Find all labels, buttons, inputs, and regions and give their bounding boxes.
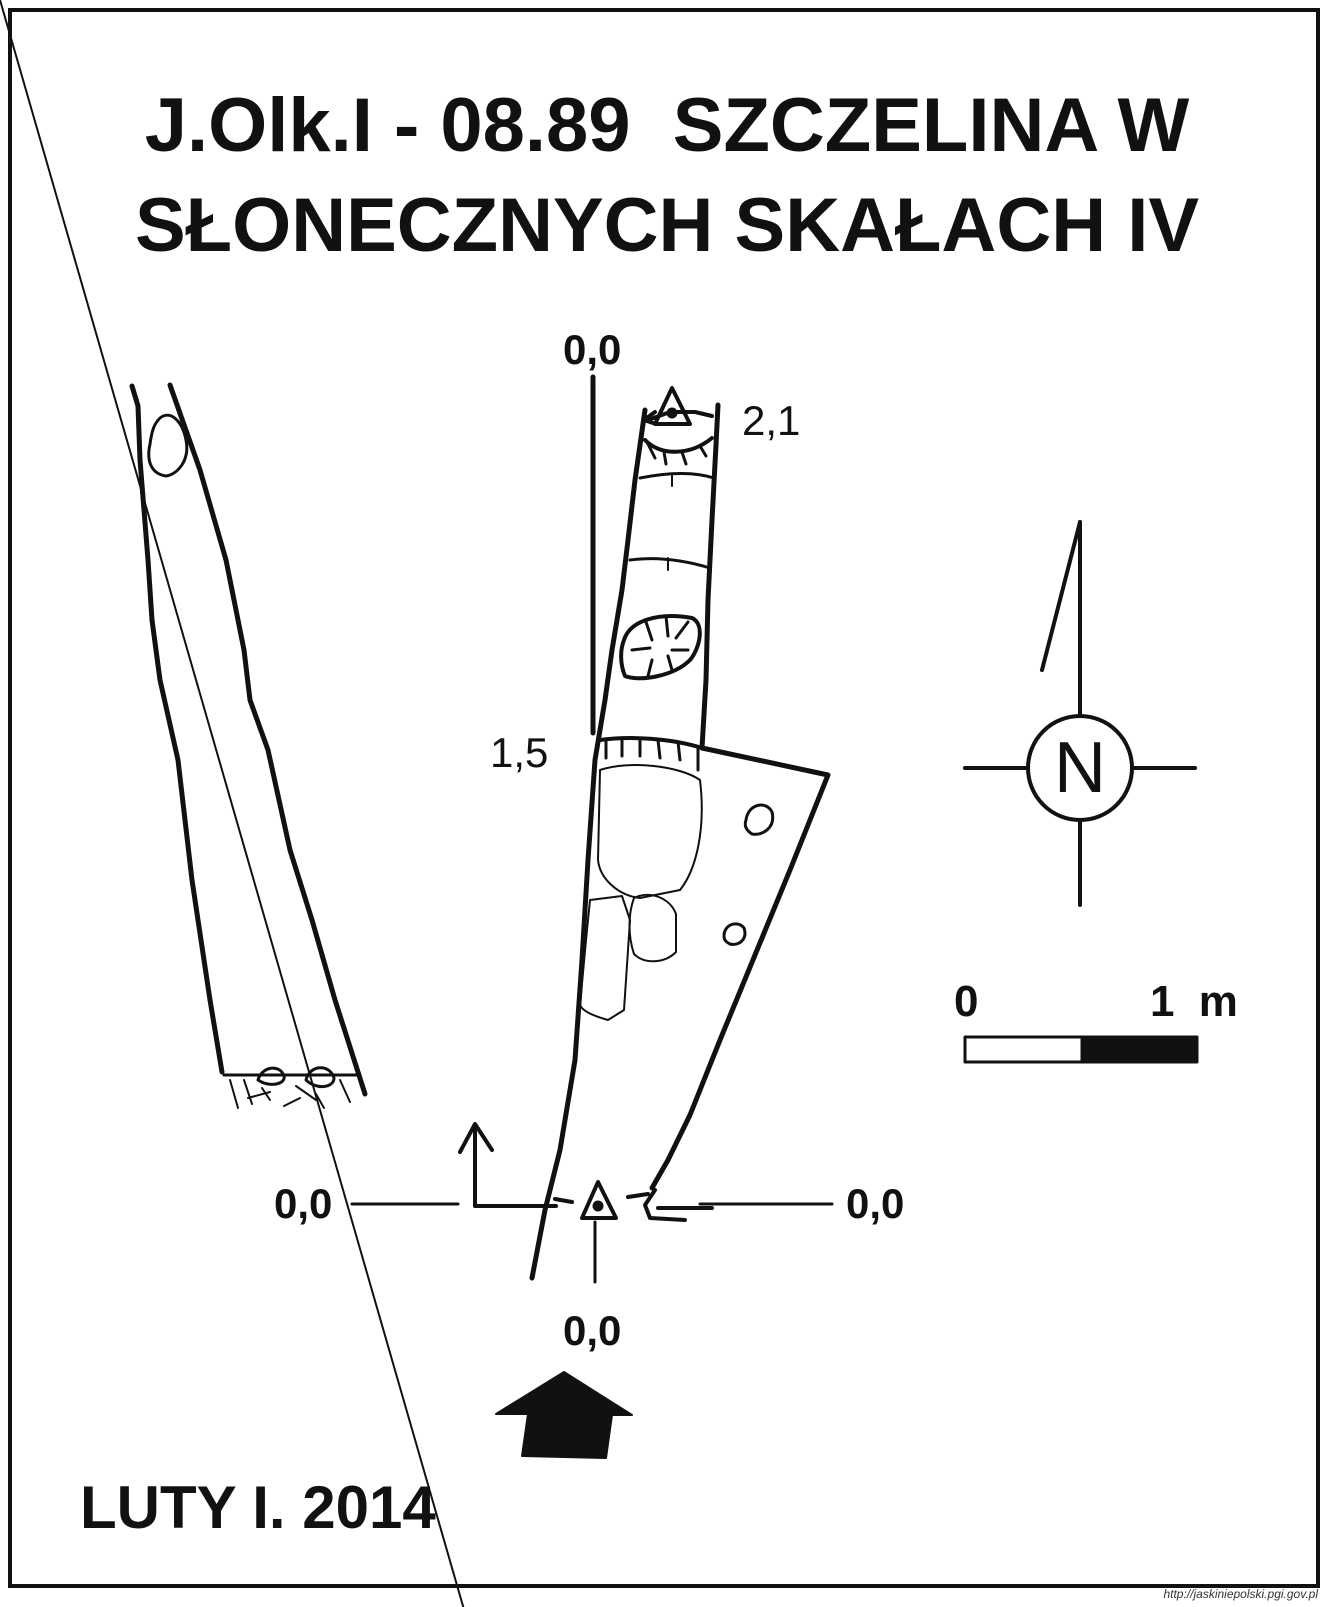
survey-date: LUTY I. 2014 bbox=[80, 1474, 436, 1541]
section-top-label: 0,0 bbox=[563, 326, 622, 373]
scale-bar-white-segment bbox=[963, 1035, 1084, 1064]
longitudinal-section bbox=[129, 382, 368, 1109]
section-direction-arrowhead bbox=[458, 1122, 494, 1154]
scale-end-label: 1 m bbox=[1150, 977, 1238, 1026]
cave-title-line-2: SŁONECZNYCH SKAŁACH IV bbox=[134, 183, 1200, 268]
plan-step-2 bbox=[628, 557, 712, 570]
station-bottom-triangle bbox=[580, 1180, 618, 1220]
scale-start-label: 0 bbox=[954, 977, 979, 1026]
source-credit: http://jaskiniepolski.pgi.gov.pl bbox=[1163, 1587, 1318, 1601]
map-frame bbox=[8, 8, 1320, 1588]
station-top-dot bbox=[666, 407, 678, 419]
cross-label-right: 0,0 bbox=[846, 1180, 905, 1227]
cave-plan bbox=[350, 374, 834, 1284]
section-left-wall bbox=[129, 383, 225, 1075]
plan-passage-boulder bbox=[619, 614, 702, 681]
section-floor-stone-2 bbox=[304, 1066, 336, 1088]
plan-passage-boulder-ticks bbox=[630, 614, 690, 678]
plan-chamber-step-ticks bbox=[604, 736, 700, 772]
plan-bottom-right-loop bbox=[643, 1188, 687, 1222]
plan-right-wall bbox=[649, 402, 831, 1191]
station-top-triangle bbox=[653, 386, 692, 426]
plan-block-middle bbox=[579, 895, 631, 1021]
plan-left-wall bbox=[529, 407, 648, 1281]
section-right-wall bbox=[167, 382, 368, 1097]
entrance-pointer-icon bbox=[495, 1371, 633, 1459]
plan-top-arrowhead-left bbox=[642, 410, 658, 426]
cave-title-line-1: J.Olk.I - 08.89 SZCZELINA W bbox=[144, 83, 1190, 168]
plan-step-1 bbox=[638, 472, 716, 480]
scale-bar bbox=[963, 1035, 1199, 1064]
cross-label-bottom: 0,0 bbox=[563, 1307, 622, 1354]
section-boulder bbox=[147, 413, 189, 478]
plan-block-small bbox=[628, 893, 677, 963]
section-direction-arrow bbox=[473, 1124, 558, 1208]
plan-block-large bbox=[597, 764, 703, 899]
plan-chamber-step bbox=[598, 736, 704, 750]
entrance-arrow bbox=[0, 0, 465, 1607]
plan-pebble-1 bbox=[743, 803, 775, 836]
depth-label-lower: 1,5 bbox=[490, 729, 549, 776]
depth-label-upper: 2,1 bbox=[742, 397, 801, 444]
north-needle-barb bbox=[1040, 520, 1082, 672]
section-floor-hatching bbox=[229, 1079, 351, 1109]
cross-label-left: 0,0 bbox=[274, 1180, 333, 1227]
station-bottom-dot bbox=[592, 1200, 604, 1212]
plan-top-step-ticks bbox=[646, 442, 708, 466]
entrance-arrow-icon bbox=[0, 0, 464, 1607]
north-letter: N bbox=[1054, 728, 1106, 808]
north-arrow bbox=[963, 520, 1197, 907]
section-floor-stone-1 bbox=[256, 1066, 286, 1086]
cross-line-dash-left bbox=[553, 1197, 574, 1204]
cross-line-dash-right bbox=[626, 1192, 650, 1199]
plan-pebble-2 bbox=[722, 922, 747, 946]
scale-bar-black-segment bbox=[1080, 1035, 1199, 1064]
